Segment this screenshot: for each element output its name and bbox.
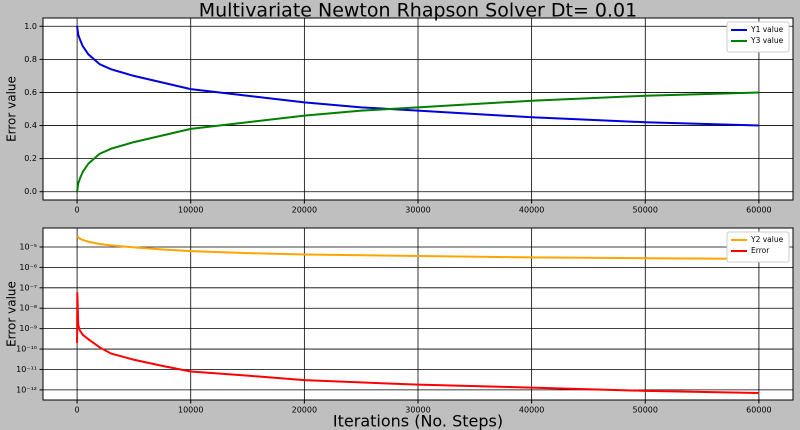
- y-tick-label: 10⁻¹²: [16, 385, 37, 394]
- y-tick-label: 10⁻⁹: [19, 324, 37, 333]
- y-tick-label: 10⁻⁵: [19, 242, 37, 251]
- x-tick-label: 40000: [519, 206, 544, 215]
- x-tick-label: 30000: [405, 406, 430, 415]
- legend-label: Y3 value: [750, 36, 784, 45]
- x-tick-label: 40000: [519, 406, 544, 415]
- chart-title: Multivariate Newton Rhapson Solver Dt= 0…: [199, 0, 637, 22]
- y-axis-label: Error value: [5, 281, 19, 347]
- x-tick-label: 10000: [178, 406, 203, 415]
- y-axis-label: Error value: [5, 76, 19, 142]
- legend-label: Y2 value: [750, 235, 784, 244]
- y-tick-label: 10⁻⁶: [19, 263, 37, 272]
- x-tick-label: 60000: [746, 206, 771, 215]
- y-tick-label: 10⁻⁸: [19, 304, 37, 313]
- x-tick-label: 20000: [292, 206, 317, 215]
- y-tick-label: 0.0: [24, 187, 37, 196]
- y-tick-label: 0.4: [24, 121, 37, 130]
- legend-label: Error: [751, 246, 770, 255]
- x-tick-label: 0: [75, 406, 80, 415]
- series-line: [76, 235, 759, 260]
- x-tick-label: 20000: [292, 406, 317, 415]
- x-tick-label: 10000: [178, 206, 203, 215]
- x-tick-label: 50000: [633, 206, 658, 215]
- legend-label: Y1 value: [750, 25, 784, 34]
- y-tick-label: 10⁻¹¹: [16, 365, 37, 374]
- y-tick-label: 10⁻¹⁰: [16, 345, 37, 354]
- x-tick-label: 0: [75, 206, 80, 215]
- series-line: [76, 26, 759, 127]
- x-tick-label: 50000: [633, 406, 658, 415]
- y-tick-label: 1.0: [24, 22, 37, 31]
- x-tick-label: 60000: [746, 406, 771, 415]
- x-tick-label: 30000: [405, 206, 430, 215]
- y-tick-label: 0.6: [24, 88, 37, 97]
- y-tick-label: 0.8: [24, 55, 37, 64]
- y-tick-label: 0.2: [24, 154, 37, 163]
- series-line: [76, 91, 759, 192]
- y-tick-label: 10⁻⁷: [19, 283, 37, 292]
- x-axis-label: Iterations (No. Steps): [333, 412, 503, 430]
- series-line: [76, 292, 759, 395]
